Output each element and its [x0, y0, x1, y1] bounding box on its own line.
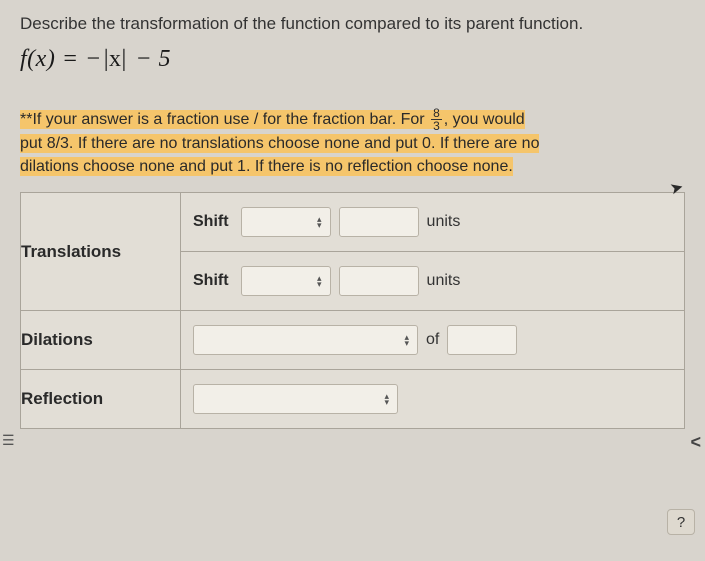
dilation-factor-input[interactable]	[447, 325, 517, 355]
shift-amount-input-1[interactable]	[339, 207, 419, 237]
equation-tail: − 5	[129, 46, 171, 72]
instr-text-1b: , you would	[444, 111, 525, 128]
help-button[interactable]: ?	[667, 509, 695, 535]
shift-label-2: Shift	[193, 272, 229, 290]
fraction-den: 3	[431, 120, 442, 132]
chevron-updown-icon: ▴▾	[384, 393, 389, 406]
instructions-line3: dilations choose none and put 1. If ther…	[20, 157, 513, 176]
table-row: Translations Shift ▴▾ units	[21, 193, 685, 252]
dilations-label-cell: Dilations	[21, 311, 181, 370]
shift-direction-select-2[interactable]: ▴▾	[241, 266, 331, 296]
translations-label: Translations	[21, 242, 121, 261]
chevron-left-icon[interactable]: <	[690, 432, 701, 453]
equation-eq: = −	[55, 46, 101, 72]
fraction-example: 83	[431, 107, 442, 132]
of-label: of	[426, 331, 439, 349]
reflection-select[interactable]: ▴▾	[193, 384, 398, 414]
reflection-label-cell: Reflection	[21, 370, 181, 429]
dilations-label: Dilations	[21, 330, 93, 349]
instructions-line1: **If your answer is a fraction use / for…	[20, 110, 525, 129]
equation-lhs: f(x)	[20, 46, 55, 72]
units-label-1: units	[427, 213, 461, 231]
transformations-table: Translations Shift ▴▾ units Shift ▴▾ uni…	[20, 192, 685, 429]
instr-text-1a: **If your answer is a fraction use / for…	[20, 111, 429, 128]
shift-direction-select-1[interactable]: ▴▾	[241, 207, 331, 237]
chevron-updown-icon: ▴▾	[404, 334, 409, 347]
instructions-line2: put 8/3. If there are no translations ch…	[20, 134, 539, 153]
table-row: Dilations ▴▾ of	[21, 311, 685, 370]
chevron-updown-icon: ▴▾	[317, 216, 322, 229]
units-label-2: units	[427, 272, 461, 290]
chevron-updown-icon: ▴▾	[317, 275, 322, 288]
dilation-type-select[interactable]: ▴▾	[193, 325, 418, 355]
dilations-row: ▴▾ of	[181, 311, 685, 370]
question-prompt: Describe the transformation of the funct…	[20, 14, 685, 34]
reflection-row: ▴▾	[181, 370, 685, 429]
equation-abs: |x|	[102, 46, 129, 72]
reflection-label: Reflection	[21, 389, 103, 408]
table-row: Reflection ▴▾	[21, 370, 685, 429]
translations-label-cell: Translations	[21, 193, 181, 311]
translation-row-1: Shift ▴▾ units	[181, 193, 685, 252]
translation-row-2: Shift ▴▾ units	[181, 252, 685, 311]
equation: f(x) = −|x| − 5	[20, 46, 685, 73]
shift-label-1: Shift	[193, 213, 229, 231]
instructions: **If your answer is a fraction use / for…	[20, 107, 685, 178]
shift-amount-input-2[interactable]	[339, 266, 419, 296]
list-icon[interactable]: ☰	[2, 432, 15, 449]
